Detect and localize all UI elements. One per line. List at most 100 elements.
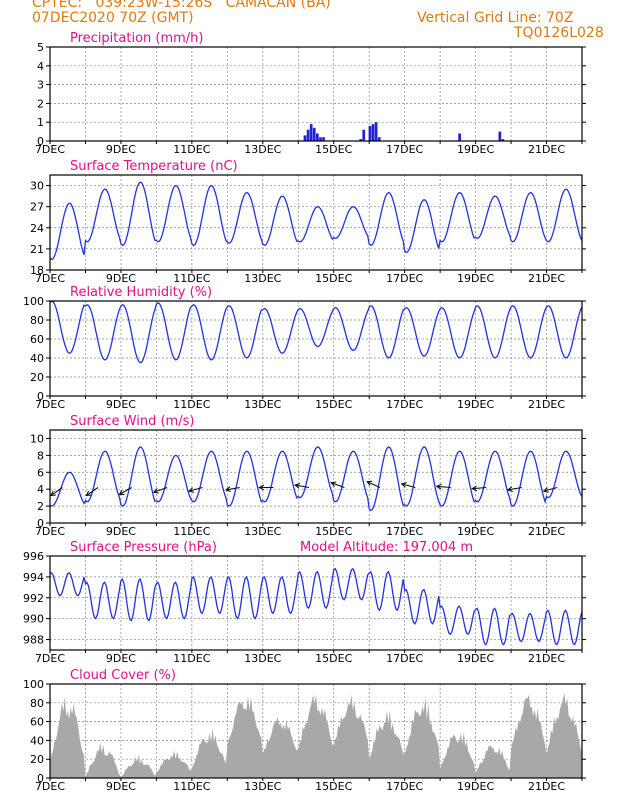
wind-vector-head bbox=[85, 490, 92, 497]
rh-series-line bbox=[50, 301, 582, 364]
wind-vector-head bbox=[330, 481, 337, 487]
y-tick-label: 80 bbox=[30, 697, 44, 710]
wind-vector-head bbox=[258, 484, 265, 491]
x-tick-label: 19DEC bbox=[457, 143, 494, 156]
y-tick-label: 0 bbox=[37, 135, 44, 148]
header-station: CPTEC: 039:23W-15:26S CAMACAN (BA) bbox=[32, 0, 331, 11]
y-tick-label: 27 bbox=[30, 201, 44, 214]
panel-pres bbox=[46, 555, 586, 653]
temp-series-line bbox=[50, 181, 582, 261]
wind-vector-head bbox=[49, 490, 56, 497]
panel-frame bbox=[49, 555, 583, 651]
x-tick-label: 11DEC bbox=[173, 398, 210, 411]
y-tick-label: 8 bbox=[37, 449, 44, 462]
x-tick-label: 19DEC bbox=[457, 780, 494, 793]
precip-bar bbox=[316, 133, 319, 141]
x-tick-label: 11DEC bbox=[173, 272, 210, 285]
y-tick-label: 3 bbox=[37, 79, 44, 92]
precip-bar bbox=[458, 133, 461, 141]
y-tick-label: 80 bbox=[30, 314, 44, 327]
header-run-date: 07DEC2020 70Z (GMT) bbox=[32, 10, 194, 26]
x-tick-label: 13DEC bbox=[244, 525, 281, 538]
wind-vector-head bbox=[542, 487, 549, 493]
precip-bar bbox=[306, 129, 310, 141]
x-tick-label: 15DEC bbox=[315, 652, 352, 665]
x-tick-label: 7DEC bbox=[35, 525, 65, 538]
x-tick-label: 21DEC bbox=[528, 525, 565, 538]
y-tick-label: 100 bbox=[23, 295, 44, 308]
y-tick-label: 6 bbox=[37, 466, 44, 479]
y-tick-label: 60 bbox=[30, 333, 44, 346]
wind-vector-arrow bbox=[119, 487, 132, 495]
panel-rh bbox=[46, 300, 586, 399]
panel-cloud bbox=[46, 683, 586, 781]
wind-vector-arrow bbox=[225, 486, 240, 491]
x-tick-label: 21DEC bbox=[528, 143, 565, 156]
x-tick-label: 15DEC bbox=[315, 525, 352, 538]
panel-title-wind: Surface Wind (m/s) bbox=[70, 414, 194, 429]
x-tick-label: 11DEC bbox=[173, 143, 210, 156]
y-tick-label: 40 bbox=[30, 734, 44, 747]
x-tick-label: 19DEC bbox=[457, 272, 494, 285]
x-tick-label: 9DEC bbox=[106, 272, 136, 285]
wind-vector-head bbox=[224, 486, 231, 493]
panel-precip bbox=[46, 46, 586, 144]
x-tick-label: 15DEC bbox=[315, 780, 352, 793]
y-tick-label: 30 bbox=[30, 180, 44, 193]
x-tick-label: 7DEC bbox=[35, 780, 65, 793]
wind-series-line bbox=[50, 446, 582, 512]
x-tick-label: 21DEC bbox=[528, 398, 565, 411]
precip-bar bbox=[374, 122, 378, 141]
x-tick-label: 9DEC bbox=[106, 143, 136, 156]
x-tick-label: 11DEC bbox=[173, 525, 210, 538]
y-tick-label: 0 bbox=[37, 772, 44, 785]
wind-vector-arrow bbox=[188, 486, 203, 492]
wind-vector-head bbox=[471, 485, 478, 492]
y-tick-label: 992 bbox=[23, 592, 44, 605]
precip-bar bbox=[309, 124, 313, 141]
precip-bar bbox=[501, 139, 505, 141]
y-tick-label: 21 bbox=[30, 243, 44, 256]
wind-vector-arrow bbox=[295, 484, 310, 489]
wind-vector-arrow bbox=[436, 485, 451, 489]
panel-title-pres: Surface Pressure (hPa) bbox=[70, 540, 217, 555]
y-tick-label: 5 bbox=[37, 41, 44, 54]
x-tick-label: 19DEC bbox=[457, 398, 494, 411]
x-tick-label: 21DEC bbox=[528, 652, 565, 665]
header-code: TQ0126L028 bbox=[514, 25, 604, 41]
panel-wind bbox=[46, 429, 586, 526]
x-tick-label: 15DEC bbox=[315, 143, 352, 156]
x-tick-label: 19DEC bbox=[457, 525, 494, 538]
y-tick-label: 988 bbox=[23, 634, 44, 647]
wind-vector-arrow bbox=[472, 486, 487, 490]
x-tick-label: 9DEC bbox=[106, 652, 136, 665]
x-tick-label: 21DEC bbox=[528, 780, 565, 793]
y-tick-label: 994 bbox=[23, 571, 44, 584]
y-tick-label: 996 bbox=[23, 550, 44, 563]
precip-bar bbox=[377, 137, 381, 141]
x-tick-label: 9DEC bbox=[106, 398, 136, 411]
panel-frame bbox=[49, 46, 583, 142]
panel-frame bbox=[49, 429, 583, 524]
x-tick-label: 15DEC bbox=[315, 398, 352, 411]
x-tick-label: 17DEC bbox=[386, 272, 423, 285]
panel-temp bbox=[46, 174, 586, 273]
y-tick-label: 10 bbox=[30, 432, 44, 445]
wind-vector-head bbox=[187, 487, 194, 493]
y-tick-label: 100 bbox=[23, 678, 44, 691]
panel-title-precip: Precipitation (mm/h) bbox=[70, 31, 203, 46]
x-tick-label: 7DEC bbox=[35, 272, 65, 285]
panel-title-cloud: Cloud Cover (%) bbox=[70, 668, 176, 683]
precip-bar bbox=[371, 124, 375, 141]
wind-vector-arrow bbox=[543, 486, 558, 492]
wind-vector-arrow bbox=[50, 487, 63, 496]
y-tick-label: 20 bbox=[30, 753, 44, 766]
precip-bar bbox=[368, 125, 372, 141]
y-tick-label: 990 bbox=[23, 613, 44, 626]
x-tick-label: 7DEC bbox=[35, 652, 65, 665]
x-tick-label: 13DEC bbox=[244, 398, 281, 411]
x-tick-label: 9DEC bbox=[106, 780, 136, 793]
y-tick-label: 60 bbox=[30, 716, 44, 729]
precip-bar bbox=[362, 129, 366, 141]
